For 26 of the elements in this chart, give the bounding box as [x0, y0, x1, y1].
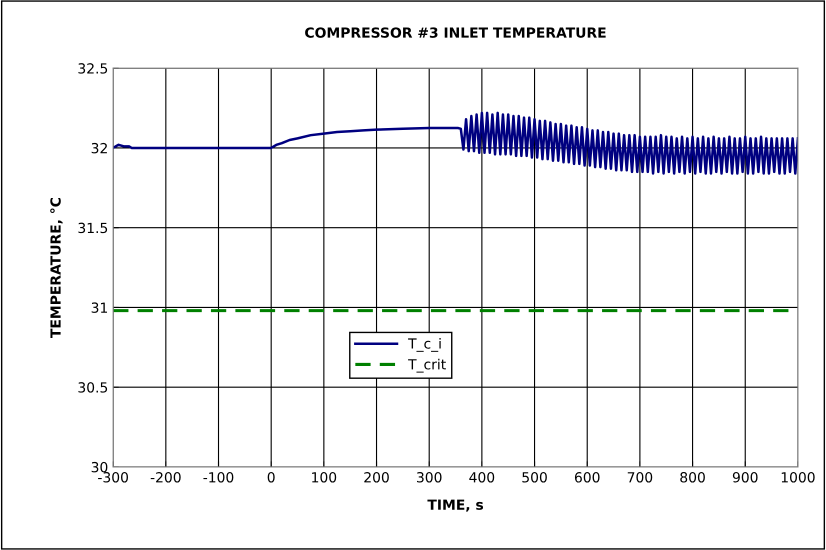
x-tick-label: 800	[680, 472, 705, 483]
x-tick-label: -100	[203, 472, 234, 483]
line-series	[113, 112, 798, 175]
x-axis-title: TIME, s	[427, 500, 484, 512]
y-axis-title: TEMPERATURE, °C	[50, 198, 63, 338]
x-tick-label: 700	[628, 472, 652, 483]
x-tick-label: 500	[522, 472, 547, 483]
chart-title: COMPRESSOR #3 INLET TEMPERATURE	[305, 27, 606, 38]
y-tick-label: 31	[92, 302, 108, 313]
x-tick-label: 200	[364, 472, 389, 483]
y-tick-label: 31.5	[78, 222, 108, 234]
legend-label: T_c_i	[408, 338, 441, 352]
x-tick-label: 100	[312, 472, 336, 483]
y-tick-label: 30	[92, 462, 108, 472]
legend-label: T_crit	[408, 358, 446, 373]
x-tick-label: 0	[268, 472, 275, 483]
y-tick-label: 32	[92, 142, 107, 154]
y-tick-label: 30.5	[78, 382, 108, 393]
x-tick-label: 1000	[782, 472, 815, 483]
x-tick-label: 300	[417, 472, 442, 483]
x-tick-label: -300	[98, 472, 128, 483]
y-tick-label: 32.5	[78, 63, 108, 74]
x-tick-label: 900	[732, 472, 758, 483]
x-tick-label: 600	[574, 472, 600, 483]
x-tick-label: 400	[469, 472, 494, 483]
x-tick-label: -200	[150, 472, 181, 483]
